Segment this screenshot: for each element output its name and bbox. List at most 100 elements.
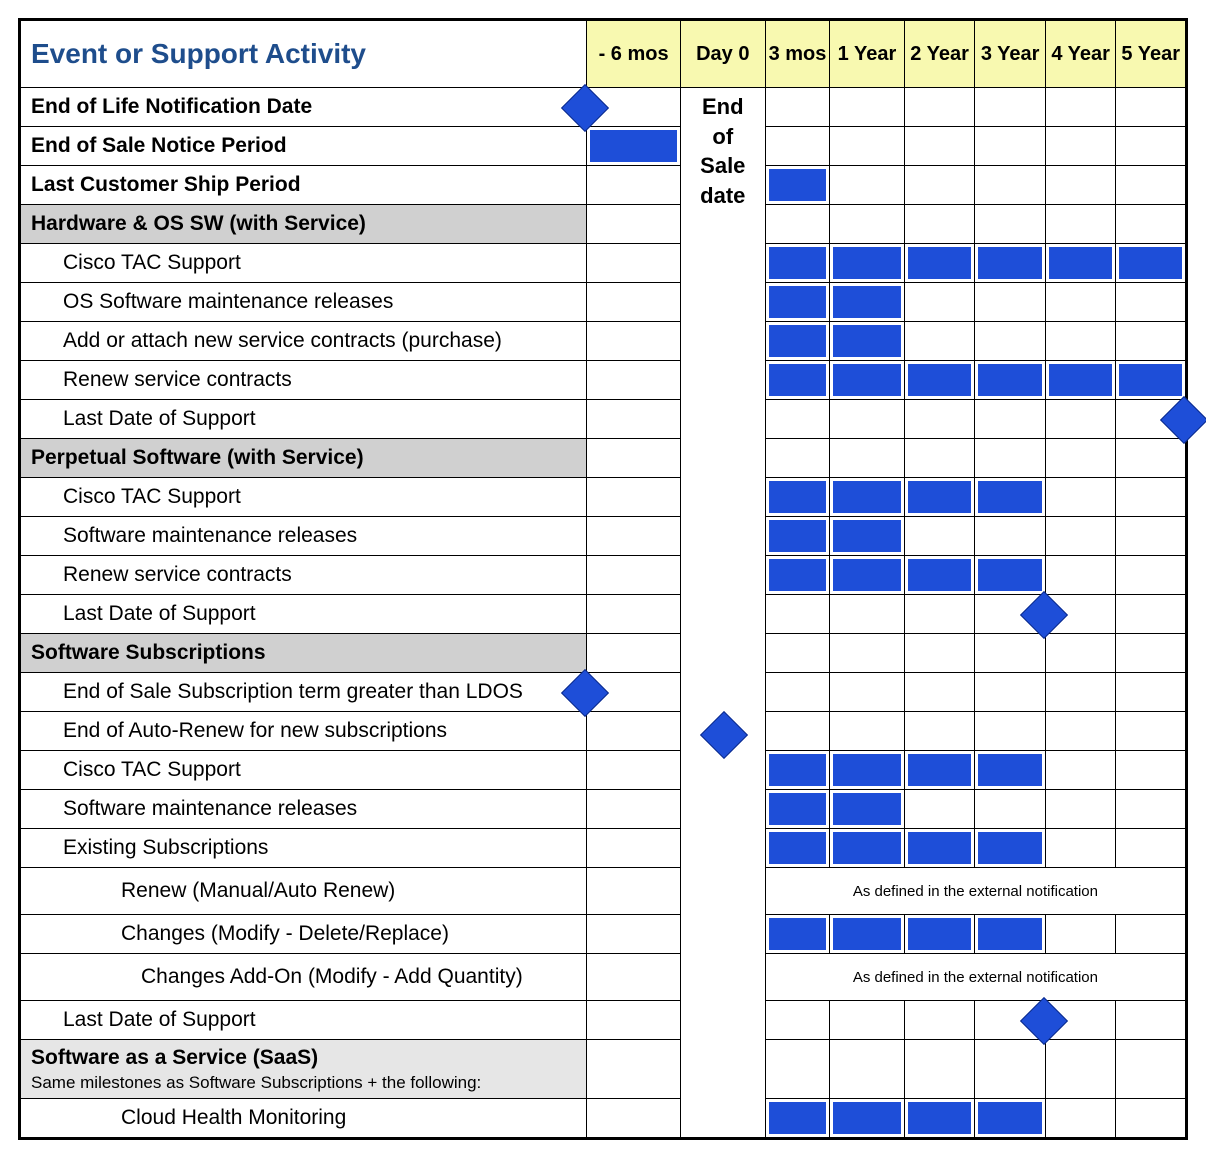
timeline-cell: [765, 712, 829, 751]
title-cell: Event or Support Activity: [20, 20, 587, 88]
timeline-cell: [830, 127, 905, 166]
timeline-cell: [1116, 517, 1187, 556]
bar-fill: [833, 918, 901, 950]
timeline-cell: [975, 88, 1046, 127]
bar-fill: [1049, 364, 1113, 396]
col-h-1: Day 0: [680, 20, 765, 88]
row-label: Existing Subscriptions: [20, 829, 587, 868]
timeline-cell: [1116, 283, 1187, 322]
timeline-cell: [830, 361, 905, 400]
bar-fill: [769, 364, 826, 396]
table-row: Changes (Modify - Delete/Replace): [20, 915, 1187, 954]
table-row: Cisco TAC Support: [20, 751, 1187, 790]
timeline-cell: [1045, 205, 1116, 244]
bar-fill: [833, 559, 901, 591]
table-row: Software maintenance releases: [20, 790, 1187, 829]
timeline-cell: [1045, 283, 1116, 322]
timeline-cell: [904, 915, 975, 954]
row-label: Renew service contracts: [20, 361, 587, 400]
bar-fill: [769, 1102, 826, 1134]
timeline-cell: [1045, 517, 1116, 556]
timeline-cell: [904, 1099, 975, 1139]
bar-fill: [769, 247, 826, 279]
timeline-cell: [1045, 127, 1116, 166]
bar-fill: [1119, 364, 1182, 396]
table-row: Changes Add-On (Modify - Add Quantity)As…: [20, 954, 1187, 1001]
timeline-cell: [587, 829, 680, 868]
timeline-cell: [904, 361, 975, 400]
row-label: Last Customer Ship Period: [20, 166, 587, 205]
row-label: OS Software maintenance releases: [20, 283, 587, 322]
bar-fill: [833, 364, 901, 396]
timeline-cell: [904, 127, 975, 166]
bar-fill: [769, 793, 826, 825]
bar-fill: [833, 793, 901, 825]
timeline-cell: [904, 400, 975, 439]
timeline-cell: [975, 127, 1046, 166]
timeline-cell: [765, 1040, 829, 1099]
bar-fill: [908, 1102, 972, 1134]
timeline-cell: [765, 166, 829, 205]
timeline-cell: [830, 478, 905, 517]
timeline-cell: [1045, 712, 1116, 751]
timeline-cell: [587, 954, 680, 1001]
timeline-cell: [975, 790, 1046, 829]
timeline-cell: [904, 1001, 975, 1040]
row-label: Last Date of Support: [20, 400, 587, 439]
table-row: End of Life Notification DateEndofSaleda…: [20, 88, 1187, 127]
row-label: Software maintenance releases: [20, 790, 587, 829]
timeline-cell: [1116, 478, 1187, 517]
timeline-cell: [587, 478, 680, 517]
timeline-cell: [587, 751, 680, 790]
timeline-cell: [1045, 556, 1116, 595]
timeline-cell: [904, 322, 975, 361]
table-row: Software Subscriptions: [20, 634, 1187, 673]
table-row: Hardware & OS SW (with Service): [20, 205, 1187, 244]
timeline-cell: [765, 1001, 829, 1040]
row-label: Cisco TAC Support: [20, 751, 587, 790]
timeline-cell: [765, 517, 829, 556]
timeline-cell: [904, 166, 975, 205]
row-label: End of Sale Notice Period: [20, 127, 587, 166]
timeline-cell: [904, 439, 975, 478]
row-label: Changes Add-On (Modify - Add Quantity): [20, 954, 587, 1001]
milestone-diamond-icon: [1160, 396, 1206, 444]
timeline-cell: [1116, 127, 1187, 166]
bar-fill: [833, 1102, 901, 1134]
timeline-cell: [1045, 361, 1116, 400]
bar-fill: [833, 286, 901, 318]
bar-fill: [769, 325, 826, 357]
timeline-cell: [830, 915, 905, 954]
table-row: End of Sale Subscription term greater th…: [20, 673, 1187, 712]
timeline-cell: [975, 322, 1046, 361]
timeline-cell: [765, 829, 829, 868]
timeline-cell: [904, 673, 975, 712]
col-h-7: 5 Year: [1116, 20, 1187, 88]
timeline-cell: [904, 556, 975, 595]
timeline-cell: [587, 556, 680, 595]
timeline-cell: [830, 1099, 905, 1139]
timeline-cell: [904, 205, 975, 244]
table-row: Renew service contracts: [20, 556, 1187, 595]
timeline-cell: [904, 283, 975, 322]
table-row: Perpetual Software (with Service): [20, 439, 1187, 478]
timeline-cell: [1116, 439, 1187, 478]
timeline-cell: [587, 790, 680, 829]
timeline-cell: [765, 673, 829, 712]
timeline-cell: [975, 517, 1046, 556]
table-row: Last Customer Ship Period: [20, 166, 1187, 205]
bar-fill: [978, 832, 1042, 864]
timeline-cell: [1116, 361, 1187, 400]
timeline-cell: [1116, 556, 1187, 595]
table-row: Add or attach new service contracts (pur…: [20, 322, 1187, 361]
row-label: Hardware & OS SW (with Service): [20, 205, 587, 244]
timeline-cell: [975, 712, 1046, 751]
bar-fill: [908, 832, 972, 864]
col-h-4: 2 Year: [904, 20, 975, 88]
timeline-cell: [765, 127, 829, 166]
timeline-cell: [765, 88, 829, 127]
timeline-cell: [975, 361, 1046, 400]
col-h-6: 4 Year: [1045, 20, 1116, 88]
timeline-cell: [904, 634, 975, 673]
bar-fill: [833, 481, 901, 513]
